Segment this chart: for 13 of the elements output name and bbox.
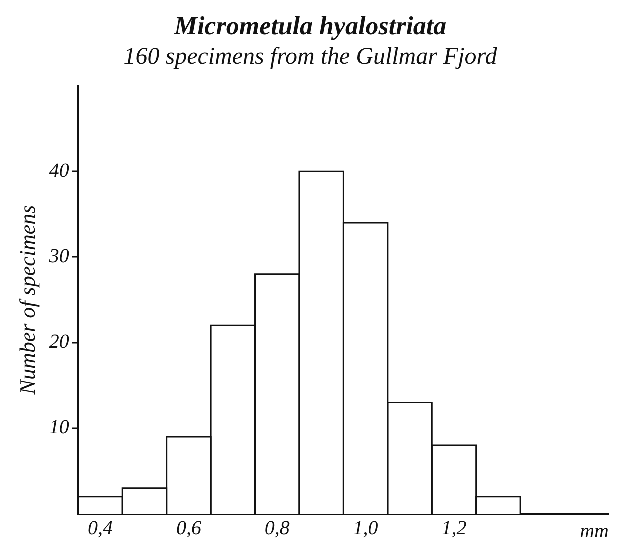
y-tick-label: 40 <box>49 160 70 182</box>
x-tick-label: 0,6 <box>176 517 202 540</box>
x-tick-label: 0,8 <box>264 517 290 540</box>
x-tick-label: 1,0 <box>353 517 378 540</box>
x-tick-label: 0,4 <box>88 517 114 540</box>
y-axis-title: Number of specimens <box>14 205 40 396</box>
chart-title: Micrometula hyalostriata <box>173 11 447 40</box>
y-tick-label: 20 <box>49 331 70 354</box>
chart-subtitle: 160 specimens from the Gullmar Fjord <box>124 44 498 70</box>
x-tick-label: 1,2 <box>442 517 467 540</box>
y-tick-label: 10 <box>49 416 70 439</box>
x-axis-title: mm <box>580 520 609 542</box>
y-tick-label: 30 <box>48 245 70 268</box>
